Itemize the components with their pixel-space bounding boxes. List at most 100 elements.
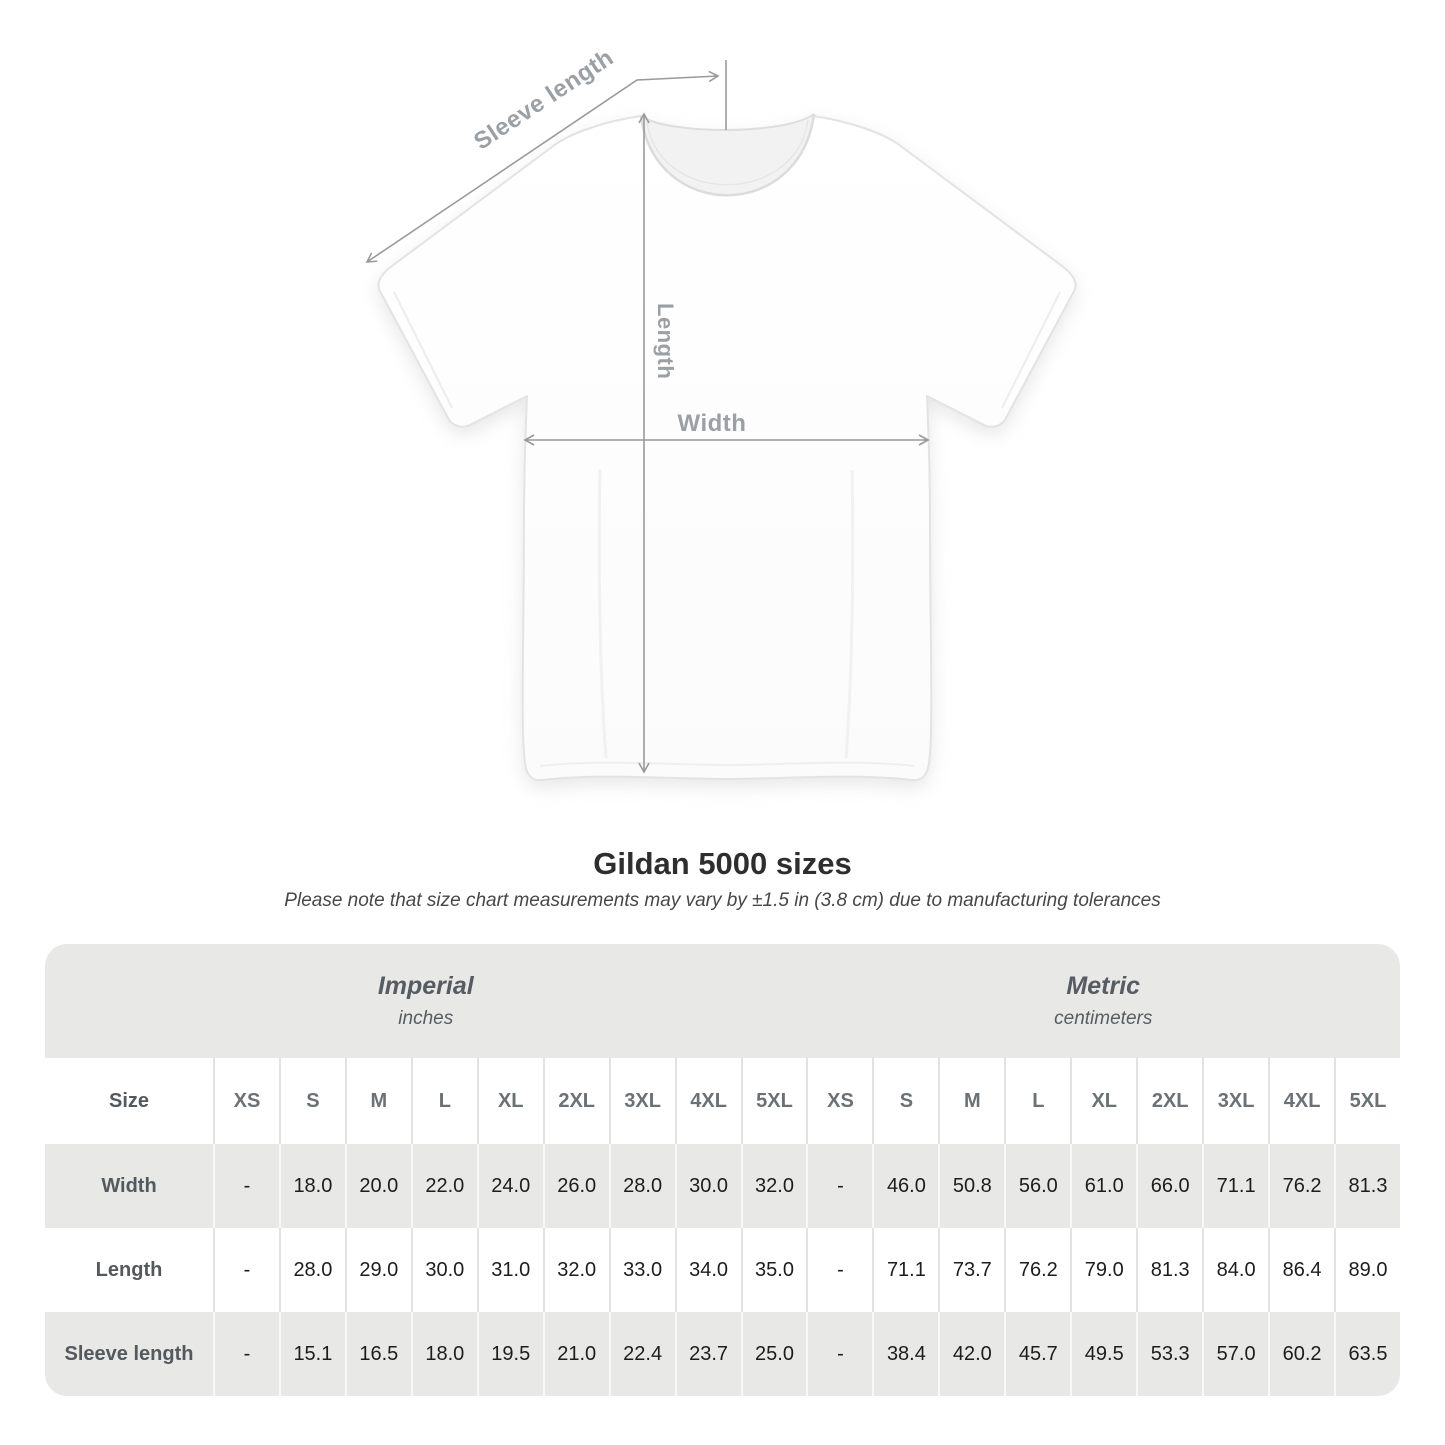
measurement-value: 84.0	[1202, 1228, 1268, 1312]
size-col-header: 2XL	[1136, 1058, 1202, 1144]
measurement-value: 71.1	[872, 1228, 938, 1312]
measurement-value: 38.4	[872, 1312, 938, 1396]
measurement-value: 30.0	[410, 1228, 477, 1312]
measurement-value: -	[213, 1228, 279, 1312]
tshirt-diagram: Sleeve length Length Width	[365, 44, 1077, 782]
measurement-value: 23.7	[674, 1312, 741, 1396]
measurement-value: 81.3	[1334, 1144, 1400, 1228]
imperial-title: Imperial	[377, 972, 474, 1000]
measurement-value: 76.2	[1004, 1228, 1070, 1312]
size-col-header: S	[872, 1058, 938, 1144]
measurement-value: -	[213, 1144, 279, 1228]
measurement-value: 56.0	[1004, 1144, 1070, 1228]
size-col-header: 5XL	[740, 1058, 807, 1144]
size-col-header: S	[278, 1058, 345, 1144]
size-col-header: XL	[1070, 1058, 1136, 1144]
sleeve-length-dimension-line	[365, 70, 720, 263]
measurement-value: 15.1	[278, 1312, 345, 1396]
measurement-value: 79.0	[1070, 1228, 1136, 1312]
size-col-header: XS	[213, 1058, 279, 1144]
size-col-header: 3XL	[608, 1058, 675, 1144]
size-col-header: 4XL	[1268, 1058, 1334, 1144]
measurement-value: 34.0	[674, 1228, 741, 1312]
measurement-value: 22.0	[410, 1144, 477, 1228]
measurement-value: -	[806, 1312, 872, 1396]
size-col-header: 2XL	[542, 1058, 609, 1144]
measurement-value: 16.5	[344, 1312, 411, 1396]
fabric-fold-left	[597, 469, 608, 759]
row-label: Sleeve length	[64, 1342, 194, 1365]
measurement-value: 28.0	[278, 1228, 345, 1312]
measurement-value: 60.2	[1268, 1312, 1334, 1396]
measurement-value: 42.0	[938, 1312, 1004, 1396]
measurement-value: -	[806, 1228, 872, 1312]
size-col-header: 4XL	[674, 1058, 741, 1144]
size-col-header: L	[410, 1058, 477, 1144]
measurement-value: 31.0	[476, 1228, 543, 1312]
row-label: Width	[101, 1174, 157, 1197]
measurement-value: 19.5	[476, 1312, 543, 1396]
measurement-value: 61.0	[1070, 1144, 1136, 1228]
measurement-value: 28.0	[608, 1144, 675, 1228]
measurement-value: 86.4	[1268, 1228, 1334, 1312]
tolerance-note: Please note that size chart measurements…	[284, 890, 1161, 911]
measurement-value: 35.0	[740, 1228, 807, 1312]
size-header-row: Size XS S M L XL 2XL 3XL 4XL 5XL XS S M L XL 2XL 3XL 4XL…	[45, 1058, 1400, 1144]
length-label: Length	[653, 303, 678, 379]
measurement-value: 25.0	[740, 1312, 807, 1396]
measurement-value: 50.8	[938, 1144, 1004, 1228]
size-col-header: 3XL	[1202, 1058, 1268, 1144]
measurement-value: 29.0	[344, 1228, 411, 1312]
measurement-value: 76.2	[1268, 1144, 1334, 1228]
imperial-unit: inches	[398, 1008, 454, 1029]
measurement-value: -	[806, 1144, 872, 1228]
left-cuff-seam	[393, 291, 453, 409]
measurement-value: 63.5	[1334, 1312, 1400, 1396]
measurement-value: 18.0	[278, 1144, 345, 1228]
size-table-body: Width -18.0 20.0 22.0 24.0 26.0 28.0 30.0 32.0-4…	[45, 1144, 1400, 1396]
tshirt-silhouette	[377, 115, 1077, 782]
width-label: Width	[678, 410, 747, 437]
row-label: Length	[95, 1258, 163, 1281]
measurement-value: 49.5	[1070, 1312, 1136, 1396]
size-col-header: XS	[806, 1058, 872, 1144]
size-col-header: 5XL	[1334, 1058, 1400, 1144]
size-table-card: Imperial inches Metric centimeters Size …	[45, 944, 1400, 1396]
chart-title: Gildan 5000 sizes	[593, 846, 852, 881]
measurement-value: 46.0	[872, 1144, 938, 1228]
fabric-fold-right	[844, 469, 855, 759]
unit-group-imperial: Imperial inches	[45, 944, 807, 1058]
measurement-value: 24.0	[476, 1144, 543, 1228]
metric-unit: centimeters	[1054, 1008, 1153, 1029]
measurement-value: 20.0	[344, 1144, 411, 1228]
unit-header-band: Imperial inches Metric centimeters	[45, 944, 1400, 1058]
measurement-value: 26.0	[542, 1144, 609, 1228]
measurement-value: 32.0	[740, 1144, 807, 1228]
measurement-value: 30.0	[674, 1144, 741, 1228]
measurement-value: 45.7	[1004, 1312, 1070, 1396]
size-col-header: M	[344, 1058, 411, 1144]
size-header-label: Size	[108, 1089, 150, 1112]
measurement-value: 81.3	[1136, 1228, 1202, 1312]
measurement-value: 89.0	[1334, 1228, 1400, 1312]
measurement-value: 66.0	[1136, 1144, 1202, 1228]
size-col-header: L	[1004, 1058, 1070, 1144]
measurement-value: 33.0	[608, 1228, 675, 1312]
measurement-value: -	[213, 1312, 279, 1396]
size-col-header: XL	[476, 1058, 543, 1144]
measurement-value: 18.0	[410, 1312, 477, 1396]
hem-seam	[539, 761, 915, 767]
metric-title: Metric	[1066, 972, 1141, 1000]
measurement-value: 21.0	[542, 1312, 609, 1396]
measurement-value: 53.3	[1136, 1312, 1202, 1396]
table-row: Sleeve length -15.1 16.5 18.0 19.5 21.0 22.4 23…	[45, 1312, 1400, 1396]
measurement-value: 22.4	[608, 1312, 675, 1396]
measurement-value: 32.0	[542, 1228, 609, 1312]
table-row: Length -28.0 29.0 30.0 31.0 32.0 33.0 34.0 35.0-…	[45, 1228, 1400, 1312]
tshirt-image	[377, 113, 1077, 782]
size-col-header: M	[938, 1058, 1004, 1144]
measurement-value: 71.1	[1202, 1144, 1268, 1228]
measurement-value: 57.0	[1202, 1312, 1268, 1396]
table-row: Width -18.0 20.0 22.0 24.0 26.0 28.0 30.0 32.0-4…	[45, 1144, 1400, 1228]
